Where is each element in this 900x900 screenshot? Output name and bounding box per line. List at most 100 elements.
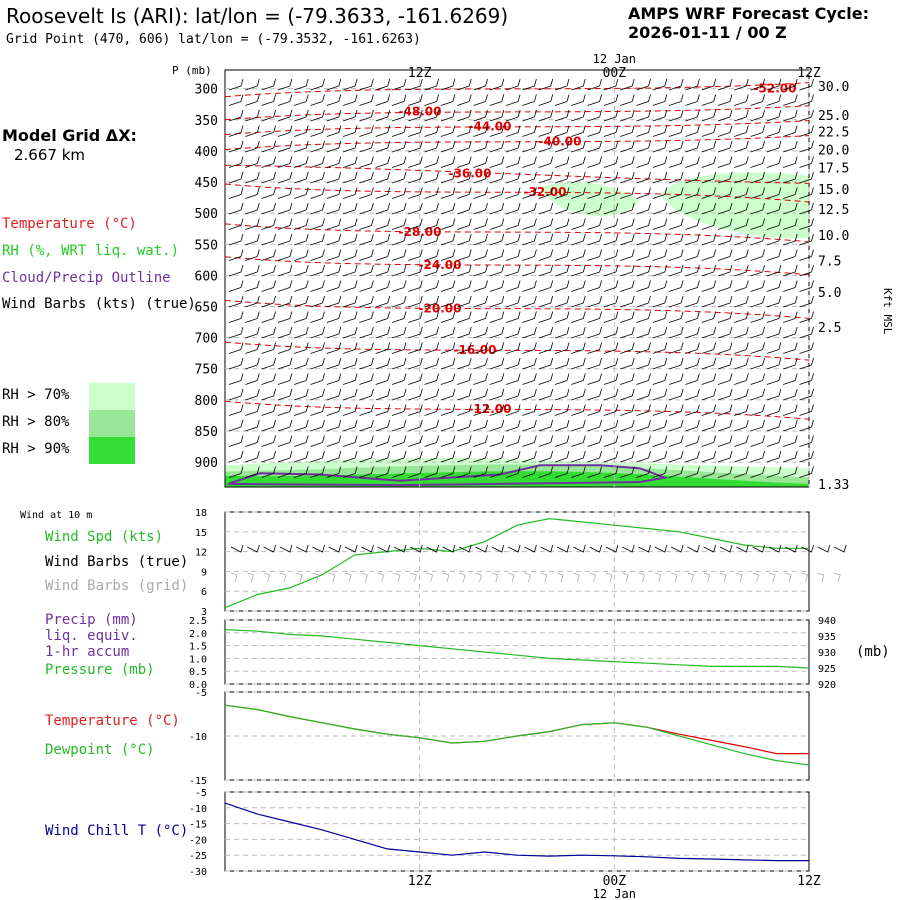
temperature-contour (224, 341, 810, 361)
model-grid-value: 2.667 km (14, 146, 86, 164)
height-tick-label: 17.5 (818, 162, 849, 177)
time-tick-label-bottom: 12Z (797, 874, 821, 889)
wind-panel-tick-label: 9 (201, 567, 207, 578)
pressure-tick-label: 350 (195, 114, 218, 129)
temperature-panel-tick-label: -10 (189, 732, 207, 743)
rh-90-label: RH > 90% (2, 441, 70, 457)
pressure-tick-label: 500 (195, 207, 218, 222)
temperature-contour-label: -24.00 (419, 258, 462, 272)
temperature-contour (224, 400, 810, 420)
wind-panel-tick-label: 18 (195, 508, 207, 519)
height-tick-label: 12.5 (818, 203, 849, 218)
model-grid-label: Model Grid ΔX: (2, 126, 137, 145)
pressure-tick-label: 400 (195, 145, 218, 160)
wind-panel-tick-label: 6 (201, 587, 207, 598)
windchill-panel-tick-label: -20 (189, 835, 207, 846)
pressure-tick-label-right: 930 (818, 648, 836, 659)
legend-wind-barbs: Wind Barbs (kts) (true) (2, 296, 196, 312)
legend-cloud: Cloud/Precip Outline (2, 270, 171, 286)
wind-barbs-section (228, 78, 814, 478)
grid-point-label: Grid Point (470, 606) lat/lon = (-79.353… (6, 32, 421, 47)
temperature-contour-label: -44.00 (469, 120, 512, 134)
temperature-contour (224, 164, 810, 184)
precip-panel-tick-label: 0.0 (189, 680, 207, 691)
height-tick-label: 30.0 (818, 80, 849, 95)
temperature-contour-label: -16.00 (454, 343, 497, 357)
pressure-tick-label: 450 (195, 176, 218, 191)
wind-panel-tick-label: 3 (201, 607, 207, 618)
pressure-tick-label-right: 940 (818, 616, 836, 627)
time-tick-label-top: 12Z (408, 66, 432, 81)
forecast-cycle-value: 2026-01-11 / 00 Z (628, 23, 787, 42)
height-tick-label: 25.0 (818, 109, 849, 124)
temperature-contour (224, 183, 810, 203)
time-tick-label-bottom: 00Z (603, 874, 627, 889)
pressure-label: Pressure (mb) (45, 662, 155, 678)
windchill-panel-tick-label: -15 (189, 820, 207, 831)
legend-rh: RH (%, WRT liq. wat.) (2, 243, 180, 259)
wind-barbs-grid-label: Wind Barbs (grid) (45, 578, 189, 594)
wind-chill-label: Wind Chill T (°C) (45, 823, 189, 839)
height-tick-label: 2.5 (818, 321, 841, 336)
pressure-tick-label: 650 (195, 301, 218, 316)
height-tick-label: 20.0 (818, 144, 849, 159)
forecast-cycle-label: AMPS WRF Forecast Cycle: (628, 4, 870, 23)
height-tick-label: 15.0 (818, 183, 849, 198)
temperature-panel-tick-label: -15 (189, 776, 207, 787)
pressure-tick-label: 550 (195, 238, 218, 253)
height-tick-label: 22.5 (818, 126, 849, 141)
dewpoint-line (224, 704, 810, 766)
precip-panel-tick-label: 1.0 (189, 654, 207, 665)
hourly-accum-label: 1-hr accum (45, 644, 130, 660)
temperature-contour-label: -12.00 (469, 402, 512, 416)
liq-equiv-label: liq. equiv. (45, 628, 138, 644)
windchill-panel-tick-label: -25 (189, 851, 207, 862)
windchill-panel-tick-label: -5 (195, 788, 207, 799)
time-tick-label-top: 00Z (603, 66, 627, 81)
date-label-top: 12 Jan (593, 52, 636, 66)
temperature-label: Temperature (°C) (45, 713, 180, 729)
rh-80-swatch (89, 410, 135, 437)
temperature-contour-label: -40.00 (539, 135, 582, 149)
rh-70-area-upper-1 (540, 181, 640, 217)
date-label-bottom: 12 Jan (593, 887, 636, 900)
wind-panel-title: Wind at 10 m (20, 510, 93, 521)
pressure-tick-label: 750 (195, 363, 218, 378)
temperature-contour-label: -52.00 (754, 82, 797, 96)
legend-temperature: Temperature (°C) (2, 216, 137, 232)
rh-80-label: RH > 80% (2, 414, 70, 430)
pressure-tick-label: 300 (195, 83, 218, 98)
wind-speed-label: Wind Spd (kts) (45, 529, 164, 545)
height-tick-label: 7.5 (818, 254, 841, 269)
precip-panel-tick-label: 0.5 (189, 667, 207, 678)
temperature-contour-label: -20.00 (419, 301, 462, 315)
temperature-contour (224, 223, 810, 243)
height-tick-label: 10.0 (818, 229, 849, 244)
pressure-axis-label: P (mb) (172, 64, 212, 77)
height-axis-label: Kft MSL (881, 288, 894, 335)
wind-panel-frame (224, 511, 810, 612)
temperature-panel-tick-label: -5 (195, 688, 207, 699)
rh-70-area-upper-2 (660, 172, 809, 239)
precip-panel-tick-label: 2.5 (189, 616, 207, 627)
chart-title: Roosevelt Is (ARI): lat/lon = (-79.3633,… (6, 4, 509, 28)
wind-barbs-true (230, 544, 847, 553)
precip-label: Precip (mm) (45, 612, 138, 628)
dewpoint-label: Dewpoint (°C) (45, 742, 155, 758)
temperature-contour (224, 82, 810, 98)
temperature-line (224, 704, 809, 755)
precip-panel-frame (224, 619, 810, 685)
pressure-unit-label: (mb) (856, 644, 890, 660)
wind-panel-tick-label: 15 (195, 528, 207, 539)
rh-90-area (225, 471, 809, 487)
pressure-tick-label: 900 (195, 456, 218, 471)
height-tick-label: 1.33 (818, 478, 849, 493)
pressure-tick-label: 600 (195, 269, 218, 284)
temperature-contour (224, 105, 810, 121)
wind-panel-tick-label: 12 (195, 548, 207, 559)
wind-barbs-true-label: Wind Barbs (true) (45, 554, 189, 570)
temperature-contour-label: -36.00 (449, 166, 492, 180)
rh-70-label: RH > 70% (2, 387, 70, 403)
time-tick-label-bottom: 12Z (408, 874, 432, 889)
